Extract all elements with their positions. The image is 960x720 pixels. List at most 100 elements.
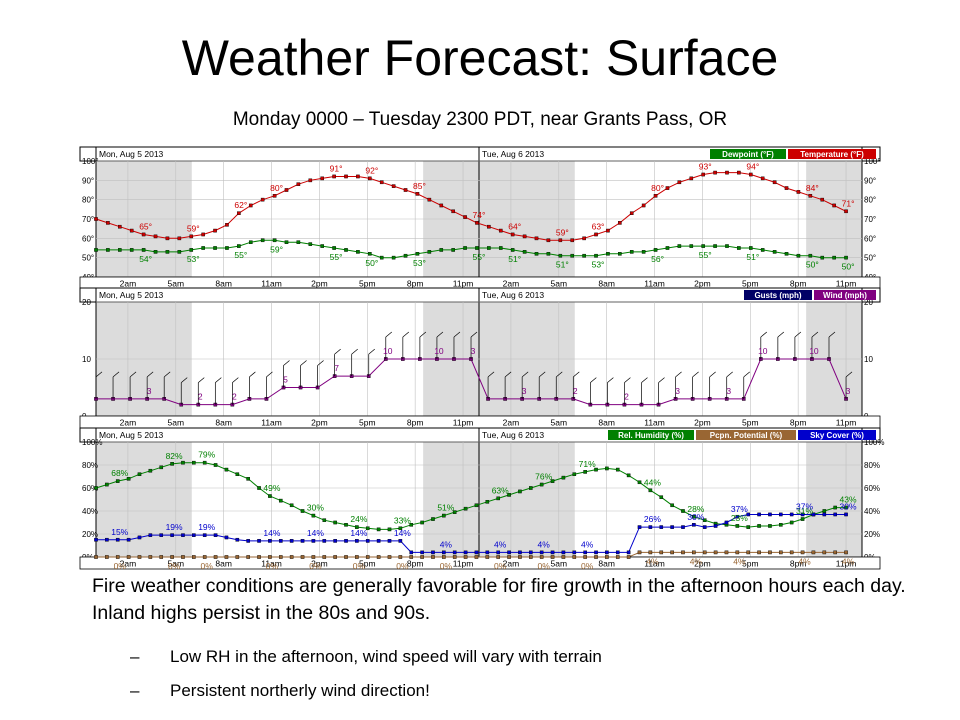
series-line: [95, 172, 847, 241]
x-tick-label: 11am: [261, 279, 282, 289]
data-point: [768, 524, 772, 528]
data-label: 80°: [270, 183, 283, 193]
wind-barb: [692, 371, 699, 378]
y-tick-label: 20: [82, 298, 91, 307]
data-point: [278, 539, 283, 543]
data-point: [398, 526, 403, 531]
data-point: [844, 255, 848, 260]
data-label: 91°: [330, 163, 343, 173]
data-point: [485, 555, 490, 559]
y-tick-label: 100°: [864, 157, 881, 166]
data-point: [594, 232, 598, 237]
data-point: [615, 555, 620, 559]
data-point: [439, 203, 444, 208]
data-point: [201, 246, 205, 250]
data-point: [522, 234, 527, 239]
x-tick-label: 11pm: [453, 418, 474, 428]
data-label: 71%: [579, 459, 596, 469]
legend-swatch: [710, 149, 786, 159]
data-point: [225, 246, 229, 250]
y-tick-label: 60%: [864, 484, 880, 493]
data-point: [368, 251, 372, 256]
y-tick-label: 80°: [864, 196, 876, 205]
data-point: [365, 539, 370, 543]
data-label: 79%: [198, 450, 215, 460]
wind-barb: [743, 371, 750, 378]
data-point: [615, 467, 620, 472]
data-point: [735, 514, 740, 519]
data-point: [784, 251, 789, 256]
data-point: [137, 535, 142, 540]
wind-barb: [419, 331, 427, 338]
data-point: [235, 472, 240, 477]
data-point: [322, 555, 327, 559]
y-tick-label: 70°: [82, 215, 94, 224]
data-point: [789, 550, 794, 555]
data-point: [626, 550, 631, 555]
bullet-text: Persistent northerly wind direction!: [170, 681, 430, 700]
y-tick-label: 100%: [864, 438, 884, 447]
data-point: [278, 498, 283, 503]
data-point: [760, 176, 765, 181]
data-point: [561, 555, 566, 559]
data-label: 93°: [699, 162, 712, 172]
legend-swatch: [696, 430, 796, 440]
y-tick-label: 80°: [82, 196, 94, 205]
data-point: [808, 193, 813, 198]
data-label: 53°: [592, 260, 605, 270]
x-axis-strip: [79, 415, 881, 429]
y-tick-label: 50°: [82, 254, 94, 263]
data-point: [431, 550, 435, 555]
data-label: 53°: [413, 258, 426, 268]
data-point: [665, 246, 670, 250]
data-point: [442, 555, 446, 559]
data-point: [522, 250, 527, 254]
data-point: [725, 170, 729, 175]
data-label: 0%: [440, 561, 453, 571]
day-label: Mon, Aug 5 2013: [99, 149, 164, 159]
x-tick-label: 5pm: [742, 418, 759, 428]
data-label: 0%: [353, 561, 366, 571]
data-point: [289, 503, 294, 508]
x-tick-label: 8am: [598, 279, 615, 289]
x-tick-label: 5pm: [742, 279, 759, 289]
data-point: [409, 555, 414, 559]
data-point: [768, 550, 772, 555]
data-point: [746, 525, 751, 529]
data-point: [582, 253, 586, 258]
data-label: 51%: [437, 503, 454, 513]
wind-barb: [538, 371, 546, 378]
data-label: 63%: [492, 485, 509, 495]
x-tick-label: 11pm: [836, 279, 857, 289]
data-point: [670, 550, 674, 555]
data-label: 4%: [538, 539, 551, 549]
data-point: [800, 517, 805, 521]
data-point: [213, 228, 217, 233]
data-label: 0%: [581, 561, 594, 571]
data-point: [308, 178, 313, 183]
data-label: 59°: [270, 244, 283, 254]
data-point: [332, 246, 336, 250]
y-tick-label: 10: [82, 355, 91, 364]
data-label: 2: [573, 386, 578, 396]
series-line: [96, 239, 846, 259]
data-point: [811, 550, 816, 555]
wind-barb: [590, 377, 597, 383]
data-point: [213, 246, 217, 250]
y-tick-label: 80%: [864, 461, 880, 470]
data-point: [822, 550, 827, 555]
data-point: [356, 250, 360, 254]
data-point: [653, 248, 658, 252]
data-point: [260, 238, 265, 243]
data-point: [496, 496, 500, 501]
x-tick-label: 2am: [503, 279, 520, 289]
data-label: 10: [809, 346, 819, 356]
x-tick-label: 2am: [120, 418, 137, 428]
data-point: [105, 537, 109, 542]
data-point: [670, 503, 674, 508]
data-point: [833, 505, 837, 510]
data-label: 19%: [198, 522, 215, 532]
data-point: [550, 555, 555, 559]
wind-barb: [845, 371, 853, 378]
data-point: [677, 180, 682, 185]
